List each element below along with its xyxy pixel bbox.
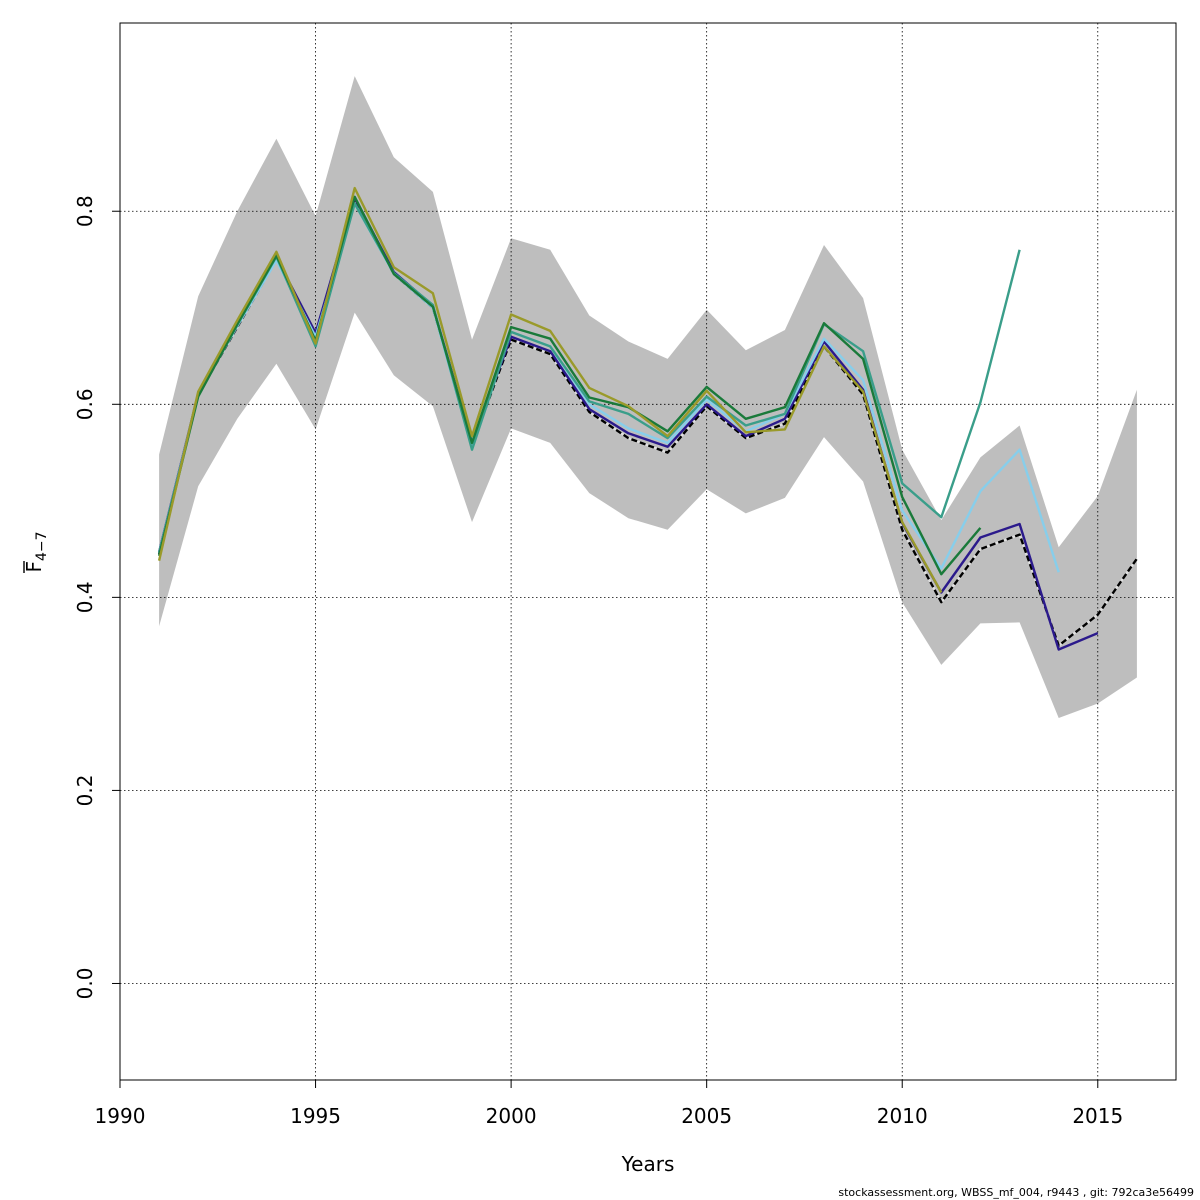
x-tick-label: 2005 — [681, 1104, 732, 1128]
x-tick-label: 2010 — [877, 1104, 928, 1128]
grid-layer — [119, 23, 1176, 1080]
plot-box — [119, 22, 1177, 1081]
y-axis-title-main: F — [22, 561, 46, 573]
x-axis-title: Years — [621, 1152, 675, 1176]
series-line-4 — [157, 202, 1021, 554]
series-line-6 — [157, 186, 943, 594]
y-tick-label: 0.6 — [73, 388, 97, 420]
footer-credit: stockassessment.org, WBSS_mf_004, r9443 … — [838, 1186, 1194, 1199]
y-axis-title-subscript: 4−7 — [34, 531, 50, 561]
svg-text:F4−7: F4−7 — [22, 531, 50, 572]
x-tick-label: 2015 — [1072, 1104, 1123, 1128]
y-tick-label: 0.2 — [73, 775, 97, 807]
series-layer — [157, 186, 1138, 651]
y-tick-label: 0.8 — [73, 195, 97, 227]
axis-layer: 1990 1995 2000 2005 2010 2015 0.0 0.2 0.4 0.6 0.8 — [73, 22, 1177, 1128]
confidence-band-layer — [159, 76, 1137, 719]
y-tick-label: 0.4 — [73, 581, 97, 613]
x-tick-label: 2000 — [486, 1104, 537, 1128]
x-tick-label: 1990 — [95, 1104, 146, 1128]
y-axis-title: F4−7 — [22, 531, 50, 573]
x-tick-label: 1995 — [290, 1104, 341, 1128]
confidence-band — [159, 76, 1137, 719]
y-tick-label: 0.0 — [73, 968, 97, 1000]
